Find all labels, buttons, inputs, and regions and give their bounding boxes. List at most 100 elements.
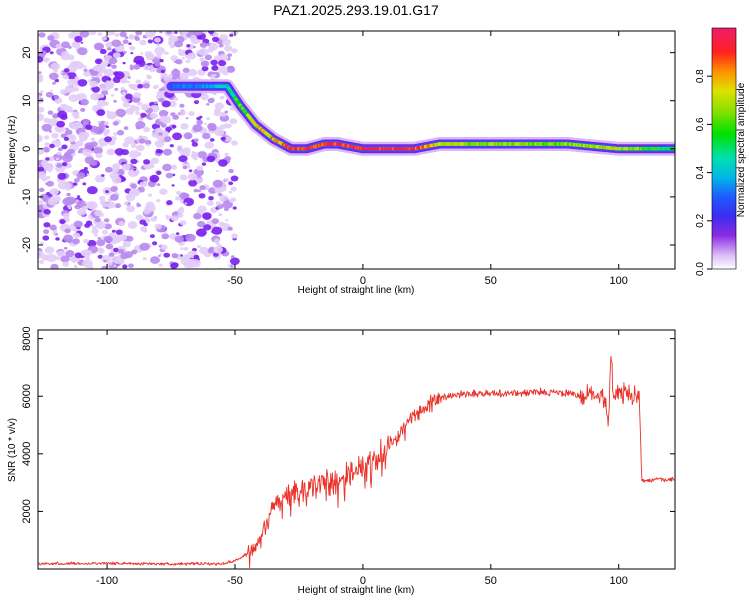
spectrogram-x-axis-label: Height of straight line (km) xyxy=(298,285,415,296)
noise-blob xyxy=(129,45,136,51)
noise-blob xyxy=(111,39,122,47)
snr-frame xyxy=(37,329,676,570)
noise-blob xyxy=(218,221,225,227)
noise-blob xyxy=(90,92,101,101)
noise-blob xyxy=(103,68,114,77)
noise-blob xyxy=(105,42,113,48)
noise-blob xyxy=(49,143,55,149)
noise-blob xyxy=(122,240,132,248)
noise-blob xyxy=(136,151,142,157)
y-tick-label: 8000 xyxy=(21,326,33,350)
noise-blob xyxy=(174,31,178,34)
noise-blob xyxy=(63,246,68,250)
noise-blob xyxy=(93,146,103,155)
noise-blob xyxy=(107,261,113,266)
noise-blob xyxy=(154,62,161,67)
noise-blob xyxy=(200,93,209,101)
noise-blob xyxy=(211,65,219,71)
noise-blob xyxy=(52,113,59,119)
noise-blob xyxy=(105,190,109,194)
noise-blob xyxy=(120,252,129,260)
noise-blob xyxy=(115,108,127,117)
noise-blob xyxy=(142,83,150,89)
noise-blob xyxy=(103,223,112,230)
noise-blob xyxy=(71,153,76,157)
noise-blob xyxy=(166,200,173,206)
noise-blob xyxy=(166,31,172,35)
noise-blob xyxy=(218,159,228,167)
noise-blob xyxy=(38,73,44,81)
noise-blob xyxy=(164,136,172,143)
noise-blob xyxy=(185,117,189,120)
noise-blob xyxy=(128,84,133,87)
noise-blob xyxy=(129,64,134,68)
noise-blob xyxy=(185,59,191,63)
noise-blob xyxy=(180,31,189,35)
noise-blob xyxy=(95,222,104,229)
noise-blob xyxy=(87,239,97,248)
noise-blob xyxy=(182,67,190,73)
noise-blob xyxy=(112,121,119,126)
noise-blob xyxy=(135,79,142,84)
noise-blob xyxy=(43,229,50,235)
noise-blob xyxy=(80,249,90,257)
noise-blob xyxy=(197,151,207,159)
noise-blob xyxy=(154,140,165,148)
noise-blob xyxy=(160,123,167,128)
noise-blob xyxy=(101,229,108,235)
noise-blob xyxy=(200,60,210,67)
noise-blob xyxy=(133,92,142,99)
noise-blob xyxy=(38,56,44,63)
noise-blob xyxy=(51,132,59,139)
colorbar-tick-label: 0.8 xyxy=(695,69,706,83)
noise-blob xyxy=(122,39,129,44)
noise-blob xyxy=(42,147,51,153)
noise-blob xyxy=(50,263,59,269)
noise-blob xyxy=(83,70,91,77)
noise-blob xyxy=(225,136,232,142)
noise-blob xyxy=(105,125,109,129)
noise-blob xyxy=(171,253,179,259)
noise-blob xyxy=(167,41,173,46)
noise-blob xyxy=(155,54,162,59)
noise-blob xyxy=(55,43,63,49)
noise-blob xyxy=(218,43,224,48)
noise-blob xyxy=(101,90,109,96)
noise-blob xyxy=(182,165,188,170)
noise-blob xyxy=(93,42,104,51)
noise-blob xyxy=(148,193,153,197)
noise-blob xyxy=(38,200,44,205)
noise-blob xyxy=(112,163,121,170)
noise-blob xyxy=(79,135,88,142)
noise-blob xyxy=(219,195,229,203)
noise-blob xyxy=(159,188,168,195)
noise-blob xyxy=(149,174,160,183)
noise-blob xyxy=(64,228,71,234)
noise-blob xyxy=(45,182,49,185)
noise-blob xyxy=(123,50,127,54)
noise-blob xyxy=(116,129,125,136)
noise-blob xyxy=(57,172,67,180)
noise-blob xyxy=(158,254,161,257)
noise-blob xyxy=(38,113,45,122)
noise-blob xyxy=(231,140,239,146)
noise-blob xyxy=(189,259,201,268)
noise-blob xyxy=(193,188,199,193)
noise-blob xyxy=(162,163,172,172)
noise-blob xyxy=(113,264,117,267)
noise-blob xyxy=(201,66,209,72)
noise-blob xyxy=(187,68,198,77)
noise-blob xyxy=(192,156,198,161)
noise-blob xyxy=(230,255,235,259)
noise-blob xyxy=(60,71,64,74)
colorbar-scale xyxy=(711,27,737,270)
noise-blob xyxy=(77,47,88,56)
noise-blob xyxy=(145,201,155,209)
noise-blob xyxy=(46,180,54,187)
noise-blob xyxy=(63,68,70,73)
noise-blob xyxy=(62,74,69,80)
noise-blob xyxy=(222,200,233,209)
noise-blob xyxy=(149,234,155,239)
noise-blob xyxy=(83,167,88,170)
noise-blob xyxy=(44,142,50,147)
